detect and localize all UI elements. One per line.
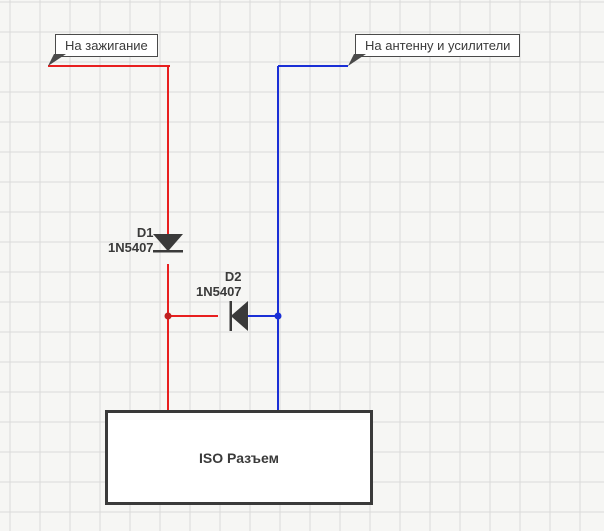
- diode-ref-d1: D1: [108, 226, 154, 241]
- callout-antenna: На антенну и усилители: [355, 34, 520, 57]
- wire-red: [167, 264, 169, 316]
- wire-red: [167, 66, 169, 234]
- wire-blue: [278, 65, 348, 67]
- wire-blue: [277, 316, 279, 410]
- callout-ignition: На зажигание: [55, 34, 158, 57]
- iso-connector-label: ISO Разъем: [199, 450, 279, 466]
- diode-type-d2: 1N5407: [196, 285, 242, 300]
- diode-d2: [218, 301, 248, 331]
- wire-blue: [277, 66, 279, 316]
- diode-label-d2: D21N5407: [196, 270, 242, 300]
- wire-blue: [248, 315, 278, 317]
- diode-ref-d2: D2: [196, 270, 242, 285]
- diode-type-d1: 1N5407: [108, 241, 154, 256]
- callout-tail-ignition: [48, 54, 68, 68]
- iso-connector-box: ISO Разъем: [105, 410, 373, 505]
- junction-node: [165, 313, 172, 320]
- junction-node: [275, 313, 282, 320]
- callout-tail-antenna: [348, 54, 368, 68]
- wire-red: [167, 316, 169, 410]
- diode-label-d1: D11N5407: [108, 226, 154, 256]
- wire-red: [168, 315, 218, 317]
- diode-d1: [153, 234, 183, 264]
